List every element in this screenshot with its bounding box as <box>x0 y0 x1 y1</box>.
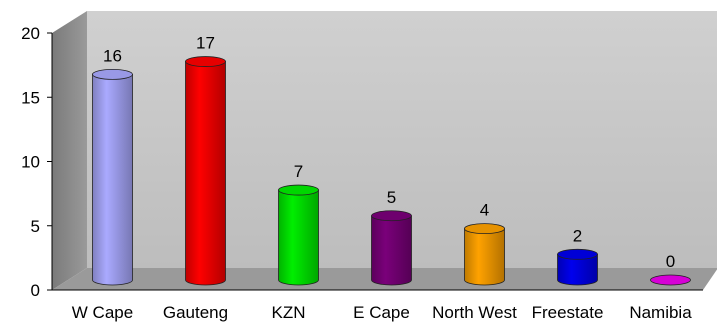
y-tick-label: 0 <box>31 281 40 300</box>
data-label: 2 <box>573 226 582 245</box>
bar-body <box>278 189 319 286</box>
bar-w-cape: 16 <box>92 46 133 286</box>
x-tick-label: North West <box>432 303 517 322</box>
back-wall <box>87 11 717 268</box>
x-tick-label: E Cape <box>353 303 410 322</box>
bar-kzn: 7 <box>278 162 319 286</box>
x-tick-label: Freestate <box>532 303 604 322</box>
bar-top <box>185 56 226 67</box>
x-tick-label: Gauteng <box>163 303 228 322</box>
bar-body <box>371 215 412 286</box>
bar-top <box>650 274 691 286</box>
y-tick-label: 10 <box>21 153 40 172</box>
x-tick-label: KZN <box>272 303 306 322</box>
bar-gauteng: 17 <box>185 34 226 286</box>
x-tick-label: Namibia <box>629 303 692 322</box>
bar-namibia: 0 <box>650 252 691 286</box>
bar-body <box>557 253 598 286</box>
bar-top <box>371 210 412 222</box>
bar-freestate: 2 <box>557 226 598 286</box>
bar-top <box>92 69 133 80</box>
x-tick-label: W Cape <box>72 303 133 322</box>
chart-walls <box>52 11 717 290</box>
data-label: 0 <box>666 252 675 271</box>
y-tick-label: 15 <box>21 88 40 107</box>
side-wall <box>52 11 87 290</box>
bar-body <box>185 61 226 286</box>
data-label: 7 <box>294 162 303 181</box>
bars-group: 16 17 7 5 4 2 0 <box>92 34 691 286</box>
data-label: 5 <box>387 188 396 207</box>
data-label: 4 <box>480 201 489 220</box>
bar-top <box>464 223 505 235</box>
bar-body <box>92 74 133 286</box>
bar-north-west: 4 <box>464 201 505 286</box>
y-tick-label: 5 <box>31 217 40 236</box>
data-label: 16 <box>103 46 122 65</box>
bar-top <box>557 248 598 260</box>
bar-e-cape: 5 <box>371 188 412 286</box>
data-label: 17 <box>196 34 215 53</box>
y-tick-label: 20 <box>21 24 40 43</box>
bar-body <box>464 228 505 286</box>
x-axis-labels: W Cape Gauteng KZN E Cape North West Freestat… <box>72 303 692 322</box>
bar-top <box>278 184 319 196</box>
